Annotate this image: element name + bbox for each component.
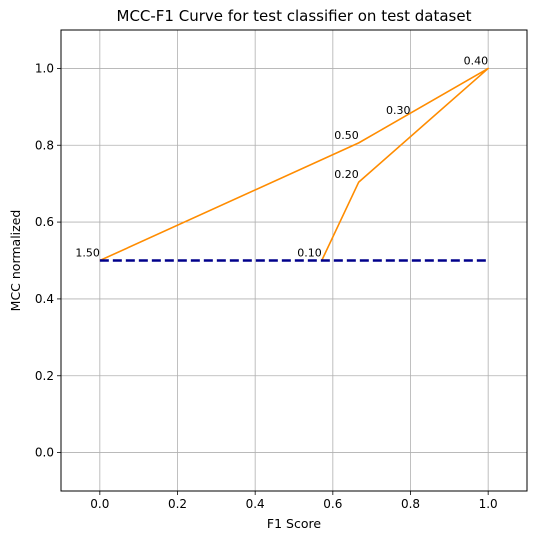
y-tick-label: 0.2: [35, 369, 54, 383]
y-tick-label: 0.8: [35, 138, 54, 152]
threshold-label: 0.10: [297, 247, 322, 260]
threshold-label: 0.30: [386, 104, 411, 117]
series-line-1: [99, 67, 489, 262]
series-lines: [99, 67, 489, 262]
x-tick-label: 0.0: [90, 497, 109, 511]
chart-title: MCC-F1 Curve for test classifier on test…: [117, 7, 472, 25]
y-tick-label: 0.4: [35, 292, 54, 306]
x-tick-label: 0.4: [246, 497, 265, 511]
x-tick-label: 1.0: [479, 497, 498, 511]
grid-lines: [61, 30, 527, 491]
y-axis-label: MCC normalized: [8, 210, 23, 312]
y-tick-label: 0.6: [35, 215, 54, 229]
point-annotations: 1.50 0.50 0.40 0.30 0.20 0.10: [75, 54, 488, 259]
x-tick-label: 0.6: [323, 497, 342, 511]
x-tick-label: 0.2: [168, 497, 187, 511]
axis-ticks: 0.0 0.2 0.4 0.6 0.8 1.0 0.0 0.2 0.4 0.6 0.8 1.0: [35, 61, 498, 511]
threshold-label: 0.40: [464, 54, 489, 67]
threshold-label: 1.50: [75, 247, 100, 260]
plot-frame: [60, 29, 528, 492]
x-axis-label: F1 Score: [267, 516, 321, 531]
x-tick-label: 0.8: [401, 497, 420, 511]
threshold-label: 0.20: [334, 168, 359, 181]
y-tick-label: 0.0: [35, 446, 54, 460]
threshold-label: 0.50: [334, 129, 359, 142]
y-tick-label: 1.0: [35, 61, 54, 75]
